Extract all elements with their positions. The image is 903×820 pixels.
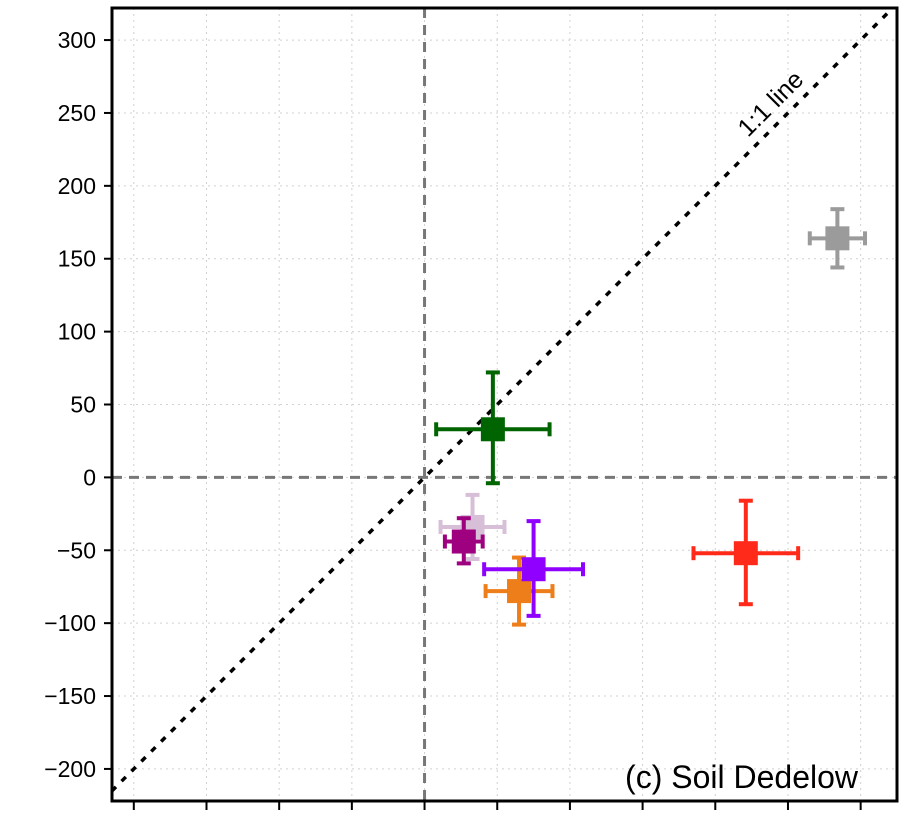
y-tick-label: 250 bbox=[58, 100, 96, 126]
panel-annotation: (c) Soil Dedelow bbox=[625, 759, 859, 795]
y-tick-label: −100 bbox=[44, 610, 96, 636]
point-marker bbox=[825, 226, 850, 251]
axes: −200 −150 −100 −50 0 50 100 150 200 250 300 bbox=[44, 27, 862, 810]
data-point bbox=[691, 498, 801, 607]
data-point bbox=[807, 207, 868, 270]
y-tick-label: 100 bbox=[58, 319, 96, 345]
point-marker bbox=[451, 529, 476, 554]
grid bbox=[112, 8, 897, 801]
y-tick-label: 0 bbox=[83, 464, 96, 490]
y-tick-label: 300 bbox=[58, 27, 96, 53]
point-marker bbox=[733, 541, 758, 566]
point-marker bbox=[480, 417, 505, 442]
point-marker bbox=[521, 557, 546, 582]
y-tick-label: 150 bbox=[58, 246, 96, 272]
y-tick-label: −150 bbox=[44, 683, 96, 709]
data-point bbox=[482, 519, 585, 618]
point-marker bbox=[507, 579, 532, 604]
data-points bbox=[434, 207, 868, 627]
data-point bbox=[442, 516, 485, 566]
y-tick-label: −50 bbox=[57, 537, 96, 563]
y-tick-label: −200 bbox=[44, 756, 96, 782]
y-tick-label: 200 bbox=[58, 173, 96, 199]
data-point bbox=[434, 370, 552, 486]
reference-lines bbox=[112, 8, 897, 801]
y-tick-label: 50 bbox=[70, 392, 96, 418]
one-to-one-line bbox=[112, 8, 896, 794]
